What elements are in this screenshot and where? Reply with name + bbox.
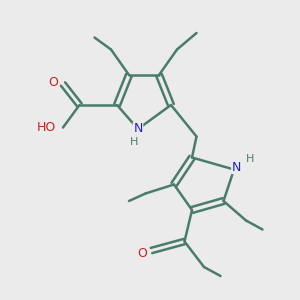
- Text: HO: HO: [37, 121, 56, 134]
- Text: H: H: [246, 154, 255, 164]
- Text: N: N: [133, 122, 143, 136]
- Text: H: H: [130, 136, 139, 147]
- Text: O: O: [49, 76, 58, 89]
- Text: O: O: [138, 247, 147, 260]
- Text: N: N: [232, 160, 241, 174]
